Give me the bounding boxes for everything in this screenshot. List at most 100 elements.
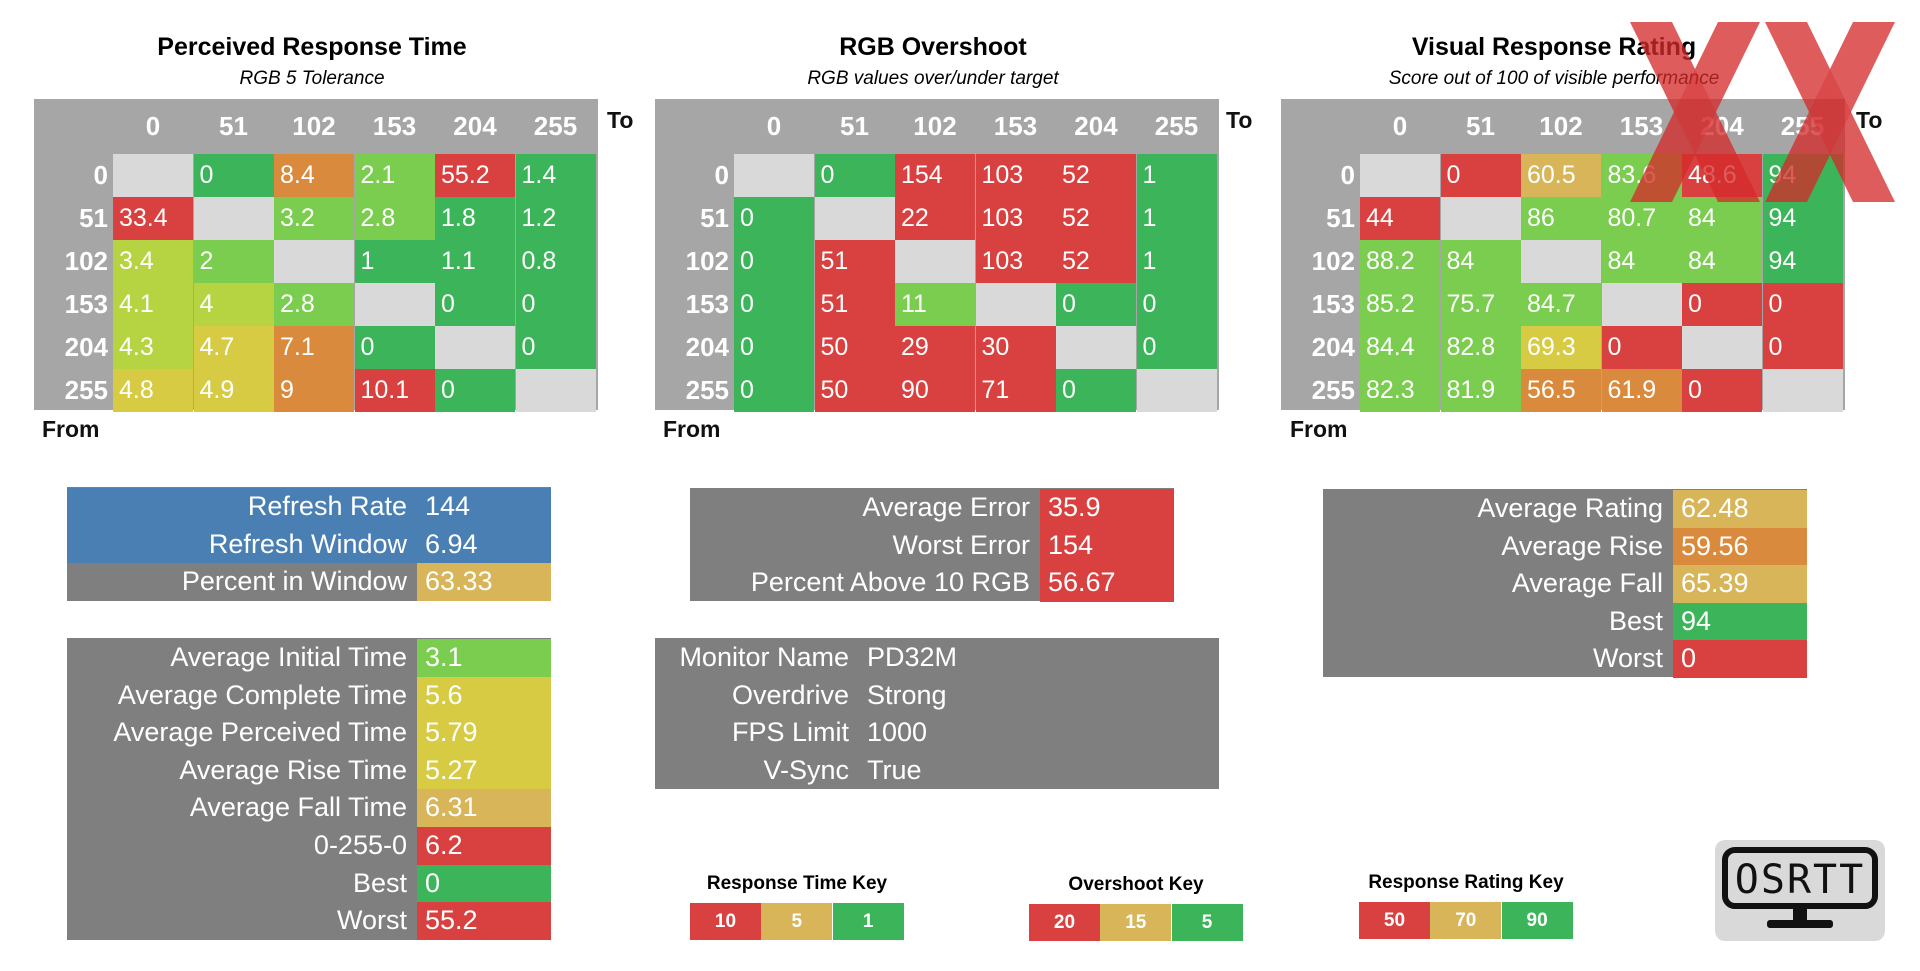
heatmap-cell: 0 xyxy=(1601,326,1682,369)
heatmap-cell: 0 xyxy=(1682,283,1762,326)
stat-value: 35.9 xyxy=(1040,489,1174,527)
key-swatch: 1 xyxy=(832,903,904,940)
heatmap-cell: 84 xyxy=(1440,240,1521,283)
heatmap-cell: 60.5 xyxy=(1521,154,1601,197)
heatmap-cell: 0 xyxy=(435,369,515,412)
stat-value: 55.2 xyxy=(417,902,551,940)
heatmap-cell: 1.4 xyxy=(515,154,596,197)
column-header: 51 xyxy=(1466,111,1495,141)
column-header: 102 xyxy=(292,111,336,141)
row-header: 0 xyxy=(714,160,729,190)
stat-value: 144 xyxy=(417,488,551,526)
heatmap-cell: 82.3 xyxy=(1360,369,1440,412)
from-label-rating: From xyxy=(1290,416,1348,442)
heatmap-cell: 80.7 xyxy=(1601,197,1682,240)
stat-value: 65.39 xyxy=(1673,565,1807,603)
row-header: 204 xyxy=(1311,332,1355,362)
column-header: 153 xyxy=(993,111,1038,141)
heatmap-cell: 1 xyxy=(1136,240,1217,283)
column-header: 204 xyxy=(1074,111,1118,141)
column-header: 255 xyxy=(533,111,578,141)
row-header: 153 xyxy=(1311,289,1355,319)
stat-label: Average Error xyxy=(862,492,1030,522)
key-swatch: 15 xyxy=(1100,904,1172,941)
diagonal-cell xyxy=(1601,283,1682,326)
time-stats-panel: Average Initial Time 3.1 Average Complete … xyxy=(67,638,551,940)
stat-label: Overdrive xyxy=(731,679,849,710)
heatmap-cell: 103 xyxy=(975,240,1056,283)
heatmap-cell: 33.4 xyxy=(113,197,193,240)
heatmap-cell: 44 xyxy=(1360,197,1440,240)
heatmap-cell: 84 xyxy=(1601,240,1682,283)
key-swatch: 10 xyxy=(690,903,761,940)
heatmap-cell: 0 xyxy=(515,283,596,326)
stat-value: PD32M xyxy=(867,642,958,672)
to-label-overshoot: To xyxy=(1226,107,1253,133)
heatmap-cell: 1.1 xyxy=(435,240,515,283)
heatmap-cell: 0 xyxy=(1056,283,1136,326)
stat-value: 154 xyxy=(1040,526,1174,565)
stat-label: Best xyxy=(352,867,407,898)
overshoot-key: 20 15 5 xyxy=(1029,904,1243,941)
heatmap-cell: 0 xyxy=(734,283,814,326)
stat-label: V-Sync xyxy=(763,754,849,785)
diagonal-cell xyxy=(354,283,435,326)
stat-label: Average Perceived Time xyxy=(113,717,407,748)
diagonal-cell xyxy=(274,240,354,283)
stat-label: Average Initial Time xyxy=(170,642,407,672)
stat-value: 59.56 xyxy=(1673,527,1807,566)
stat-label: 0-255-0 xyxy=(313,830,407,860)
row-header: 255 xyxy=(685,375,729,405)
heatmap-cell: 52 xyxy=(1056,154,1136,197)
heatmap-cell: 0 xyxy=(1136,326,1217,369)
heatmap-cell: 4.3 xyxy=(113,326,193,369)
heatmap-cell: 75.7 xyxy=(1440,283,1521,326)
heatmap-cell: 103 xyxy=(975,154,1056,197)
refresh-panel: Refresh Rate 144 Refresh Window 6.94 Percent… xyxy=(67,487,551,601)
matrix-title-response-time: Perceived Response Time xyxy=(157,33,467,61)
diagonal-cell xyxy=(1762,369,1843,412)
heatmap-cell: 0 xyxy=(1762,326,1843,369)
key-swatch: 5 xyxy=(1171,904,1243,941)
row-header: 51 xyxy=(700,203,729,233)
diagonal-cell xyxy=(1136,369,1217,412)
stat-label: Average Rise xyxy=(1501,530,1663,561)
heatmap-cell: 3.2 xyxy=(274,197,354,240)
diagonal-cell xyxy=(734,154,814,197)
column-header: 102 xyxy=(1539,111,1583,141)
heatmap-cell: 3.4 xyxy=(113,240,193,283)
stat-value: 56.67 xyxy=(1040,564,1174,602)
stat-label: Monitor Name xyxy=(679,642,849,672)
heatmap-cell: 0 xyxy=(814,154,895,197)
heatmap-cell: 2 xyxy=(193,240,274,283)
heatmap-cell: 51 xyxy=(814,283,895,326)
heatmap-cell: 94 xyxy=(1762,240,1843,283)
heatmap-cell: 11 xyxy=(895,283,975,326)
heatmap-cell: 4.1 xyxy=(113,283,193,326)
matrix-subtitle-overshoot: RGB values over/under target xyxy=(807,68,1059,89)
heatmap-cell: 103 xyxy=(975,197,1056,240)
response-time-key: 10 5 1 xyxy=(690,903,904,940)
stat-label: Average Fall xyxy=(1511,568,1663,599)
stat-label: Percent Above 10 RGB xyxy=(750,567,1030,598)
row-header: 255 xyxy=(64,375,108,405)
stat-label: Best xyxy=(1608,605,1663,636)
diagonal-cell xyxy=(193,197,274,240)
heatmap-cell: 86 xyxy=(1521,197,1601,240)
heatmap-cell: 4.7 xyxy=(193,326,274,369)
key-title-response-time: Response Time Key xyxy=(706,873,888,894)
heatmap-cell: 1 xyxy=(1136,154,1217,197)
diagonal-cell xyxy=(814,197,895,240)
stat-value: 1000 xyxy=(867,717,928,748)
heatmap-cell: 0 xyxy=(734,326,814,369)
heatmap-cell: 0.8 xyxy=(515,240,596,283)
heatmap-cell: 0 xyxy=(1056,369,1136,412)
heatmap-cell: 2.8 xyxy=(354,197,435,240)
heatmap-cell: 2.1 xyxy=(354,154,435,197)
heatmap-cell: 0 xyxy=(1682,369,1762,412)
heatmap-cell: 69.3 xyxy=(1521,326,1601,369)
stat-label: Average Fall Time xyxy=(189,792,407,823)
heatmap-cell: 90 xyxy=(895,369,975,412)
diagonal-cell xyxy=(975,283,1056,326)
response-time-matrix: 0 51 102 153 204 255 0 0 8.4 2.1 55.2 1.4 51 33.4 3.2 2… xyxy=(34,99,598,412)
